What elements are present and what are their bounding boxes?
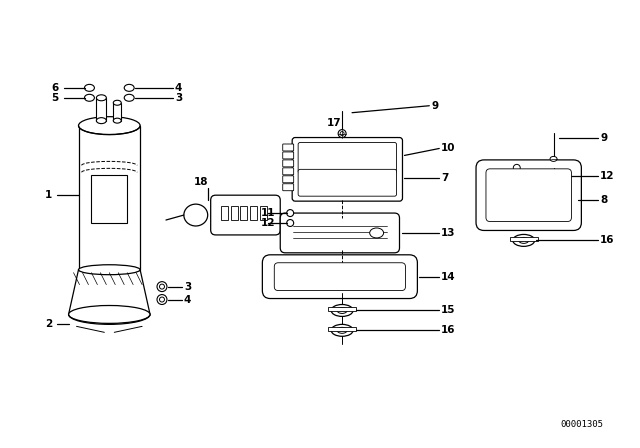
Ellipse shape <box>157 282 167 292</box>
Ellipse shape <box>113 100 121 105</box>
Bar <box>97 98 106 121</box>
Text: 12: 12 <box>260 218 275 228</box>
Text: 13: 13 <box>441 228 456 238</box>
Text: 16: 16 <box>600 235 615 246</box>
Text: 16: 16 <box>441 325 456 336</box>
Text: 7: 7 <box>441 173 449 183</box>
Ellipse shape <box>68 306 150 323</box>
Text: 4: 4 <box>175 83 182 93</box>
Ellipse shape <box>157 294 167 305</box>
Bar <box>260 206 268 220</box>
Text: 6: 6 <box>52 83 59 93</box>
Text: 3: 3 <box>175 93 182 103</box>
Ellipse shape <box>84 95 95 101</box>
Bar <box>79 125 140 270</box>
Bar <box>113 103 121 121</box>
Ellipse shape <box>338 129 346 138</box>
Text: 9: 9 <box>431 101 438 111</box>
Text: 00001305: 00001305 <box>560 420 604 429</box>
Ellipse shape <box>287 210 294 216</box>
Ellipse shape <box>508 182 520 192</box>
Ellipse shape <box>513 164 520 171</box>
Bar <box>230 206 237 220</box>
Ellipse shape <box>370 228 383 238</box>
FancyBboxPatch shape <box>275 263 406 291</box>
Ellipse shape <box>534 191 547 199</box>
Bar <box>328 307 356 311</box>
FancyBboxPatch shape <box>283 168 294 175</box>
FancyBboxPatch shape <box>262 255 417 298</box>
Bar <box>328 327 356 332</box>
Ellipse shape <box>79 116 140 134</box>
FancyBboxPatch shape <box>476 160 581 230</box>
Ellipse shape <box>550 156 557 161</box>
FancyBboxPatch shape <box>211 195 280 235</box>
FancyBboxPatch shape <box>283 152 294 159</box>
Text: 3: 3 <box>184 282 191 292</box>
Ellipse shape <box>331 324 353 336</box>
Ellipse shape <box>124 95 134 101</box>
Ellipse shape <box>530 187 552 203</box>
Ellipse shape <box>84 84 95 91</box>
FancyBboxPatch shape <box>283 184 294 191</box>
Bar <box>241 206 248 220</box>
Text: 14: 14 <box>441 271 456 282</box>
Text: 18: 18 <box>194 177 208 187</box>
Ellipse shape <box>159 284 164 289</box>
FancyBboxPatch shape <box>292 138 403 201</box>
Ellipse shape <box>159 297 164 302</box>
Ellipse shape <box>503 178 525 196</box>
FancyBboxPatch shape <box>298 142 397 173</box>
Text: 2: 2 <box>45 319 52 329</box>
FancyBboxPatch shape <box>298 169 397 196</box>
Ellipse shape <box>184 204 208 226</box>
Bar <box>221 206 228 220</box>
Text: 17: 17 <box>326 118 341 128</box>
Ellipse shape <box>340 132 344 136</box>
Text: 5: 5 <box>52 93 59 103</box>
Ellipse shape <box>337 307 347 314</box>
Ellipse shape <box>290 273 300 280</box>
Text: 12: 12 <box>600 171 615 181</box>
FancyBboxPatch shape <box>280 213 399 253</box>
Ellipse shape <box>124 84 134 91</box>
Text: 8: 8 <box>600 195 607 205</box>
Ellipse shape <box>287 220 294 227</box>
Ellipse shape <box>550 181 557 186</box>
FancyBboxPatch shape <box>486 169 572 221</box>
Ellipse shape <box>337 327 347 333</box>
Bar <box>510 237 538 241</box>
Text: 10: 10 <box>441 143 456 154</box>
FancyBboxPatch shape <box>283 160 294 167</box>
Ellipse shape <box>113 118 121 123</box>
Ellipse shape <box>97 95 106 101</box>
Bar <box>92 175 127 223</box>
Text: 9: 9 <box>600 133 607 143</box>
Ellipse shape <box>331 305 353 316</box>
Ellipse shape <box>519 237 529 243</box>
Bar <box>250 206 257 220</box>
Text: 1: 1 <box>45 190 52 200</box>
Text: 11: 11 <box>260 208 275 218</box>
FancyBboxPatch shape <box>283 176 294 183</box>
Text: 4: 4 <box>184 294 191 305</box>
Ellipse shape <box>79 265 140 275</box>
Ellipse shape <box>97 118 106 124</box>
Text: 15: 15 <box>441 306 456 315</box>
Ellipse shape <box>513 234 534 246</box>
FancyBboxPatch shape <box>283 144 294 151</box>
